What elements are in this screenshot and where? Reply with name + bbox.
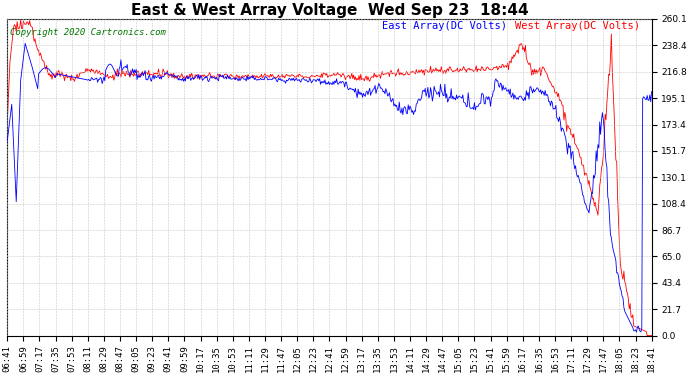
Text: Copyright 2020 Cartronics.com: Copyright 2020 Cartronics.com: [10, 28, 166, 38]
Legend: East Array(DC Volts), West Array(DC Volts): East Array(DC Volts), West Array(DC Volt…: [379, 21, 640, 31]
Title: East & West Array Voltage  Wed Sep 23  18:44: East & West Array Voltage Wed Sep 23 18:…: [130, 3, 529, 18]
